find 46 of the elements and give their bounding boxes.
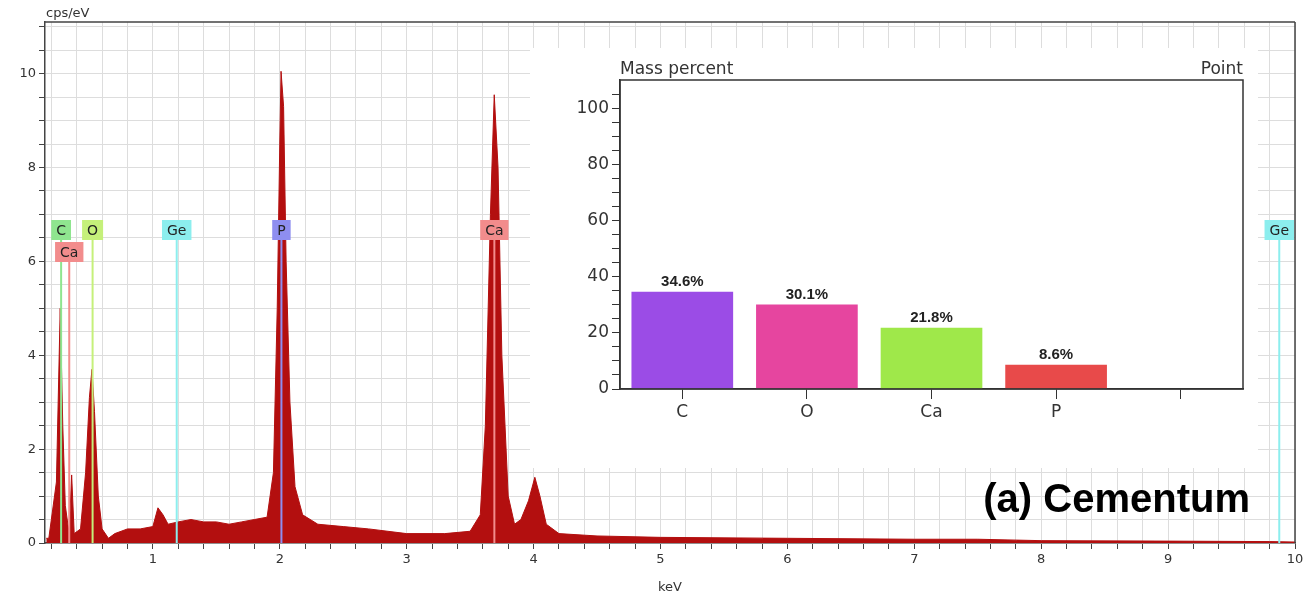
ref-line-label: Ge (166, 221, 187, 238)
y-tick-label: 20 (587, 321, 609, 342)
x-tick-label: Ca (920, 400, 943, 421)
y-axis-title: cps/eV (46, 4, 90, 20)
bar (880, 327, 983, 389)
y-tick-label: 0 (598, 377, 609, 398)
x-tick-label: P (1050, 400, 1062, 421)
ref-line-label: Ca (485, 221, 504, 238)
y-tick-label: 2 (27, 440, 36, 456)
x-tick-label: 3 (402, 551, 411, 567)
y-tick-label: 8 (27, 158, 36, 174)
x-tick-label: 7 (910, 551, 919, 567)
data-label: 34.6% (661, 272, 704, 290)
x-tick-label: 8 (1037, 551, 1046, 567)
y-tick-label: 100 (576, 96, 609, 117)
y-tick-label: 40 (587, 265, 609, 286)
ref-line-label: Ge (1269, 221, 1289, 238)
data-label: 21.8% (910, 308, 953, 326)
x-tick-label: 1 (148, 551, 158, 567)
y-tick-label: 60 (587, 208, 609, 229)
x-tick-label: 4 (529, 551, 538, 567)
ref-line-label: P (277, 221, 286, 238)
y-tick-label: 0 (27, 534, 36, 550)
data-label: 30.1% (785, 285, 829, 303)
ref-line-label: O (87, 221, 99, 238)
bar (1005, 364, 1107, 389)
bar (631, 291, 734, 389)
x-tick-label: 10 (1286, 551, 1304, 567)
x-tick-label: 5 (656, 551, 665, 567)
annotation: Point (1200, 57, 1244, 78)
ref-line-label: Ca (60, 243, 79, 260)
y-tick-label: 80 (587, 152, 609, 173)
chart-title: Mass percent (620, 57, 734, 78)
x-tick-label: O (800, 400, 814, 421)
x-axis-title: keV (658, 578, 683, 594)
annotation: (a) Cementum (983, 476, 1250, 521)
y-tick-label: 6 (27, 252, 36, 268)
x-tick-label: C (676, 400, 689, 421)
bar (756, 304, 858, 389)
data-label: 8.6% (1039, 345, 1074, 363)
x-tick-label: 6 (783, 551, 792, 567)
ref-line-label: C (56, 221, 67, 238)
x-tick-label: 9 (1163, 551, 1173, 567)
x-tick-label: 2 (275, 551, 284, 567)
y-tick-label: 10 (19, 65, 36, 81)
y-tick-label: 4 (27, 346, 36, 362)
